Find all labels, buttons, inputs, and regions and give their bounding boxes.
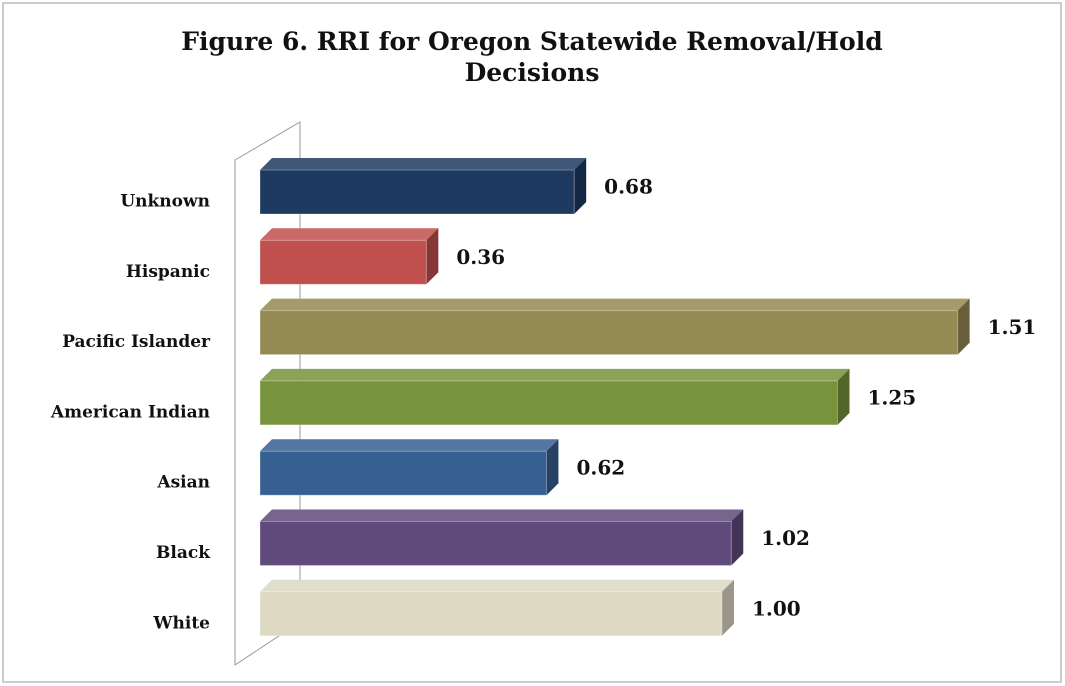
bar-side bbox=[957, 298, 970, 355]
bar bbox=[259, 239, 427, 285]
bar-side-shade bbox=[574, 158, 587, 214]
bar-top-shade bbox=[260, 368, 850, 381]
bar-top-shade bbox=[260, 579, 734, 592]
value-label: 0.62 bbox=[576, 456, 625, 480]
bar bbox=[259, 380, 838, 426]
bar-side bbox=[574, 158, 587, 214]
bar-side-shade bbox=[426, 228, 439, 285]
value-label: 1.02 bbox=[761, 526, 810, 550]
category-label: Asian bbox=[156, 473, 210, 493]
category-label: White bbox=[152, 613, 210, 633]
category-label: Unknown bbox=[120, 192, 210, 212]
bar-top bbox=[260, 579, 734, 592]
bar bbox=[259, 310, 959, 356]
bar-top bbox=[260, 439, 559, 452]
bar-top-shade bbox=[260, 439, 559, 452]
value-label: 0.68 bbox=[604, 175, 653, 199]
bar-top-shade bbox=[260, 509, 744, 522]
bar-top bbox=[260, 368, 850, 381]
bar-side-shade bbox=[722, 579, 734, 636]
bar-side bbox=[837, 368, 850, 425]
category-label: Black bbox=[156, 543, 211, 563]
bar-top-shade bbox=[260, 158, 587, 170]
bar-top bbox=[260, 509, 744, 522]
chart-title: Figure 6. RRI for Oregon Statewide Remov… bbox=[181, 27, 883, 87]
bar-top-shade bbox=[260, 228, 439, 241]
bar-top bbox=[260, 228, 439, 241]
value-label: 1.00 bbox=[752, 596, 801, 620]
bar-side-shade bbox=[957, 298, 970, 355]
bar-side bbox=[546, 439, 559, 496]
value-label: 1.25 bbox=[868, 385, 917, 409]
bar-side bbox=[722, 579, 734, 636]
category-label: American Indian bbox=[50, 402, 210, 422]
bar bbox=[259, 450, 547, 496]
category-label: Pacific Islander bbox=[62, 332, 211, 352]
bar-top bbox=[260, 298, 970, 311]
bar-side-shade bbox=[837, 368, 850, 425]
bar-side bbox=[426, 228, 439, 285]
bar-side-shade bbox=[546, 439, 559, 496]
bar-side bbox=[731, 509, 744, 566]
bar bbox=[259, 591, 723, 637]
bar-top-shade bbox=[260, 298, 970, 311]
bar bbox=[259, 521, 732, 566]
bar bbox=[259, 169, 575, 215]
bar-top bbox=[260, 158, 587, 170]
bar-side-shade bbox=[731, 509, 744, 566]
value-label: 0.36 bbox=[456, 245, 505, 269]
value-label: 1.51 bbox=[988, 315, 1037, 339]
category-label: Hispanic bbox=[126, 262, 210, 282]
